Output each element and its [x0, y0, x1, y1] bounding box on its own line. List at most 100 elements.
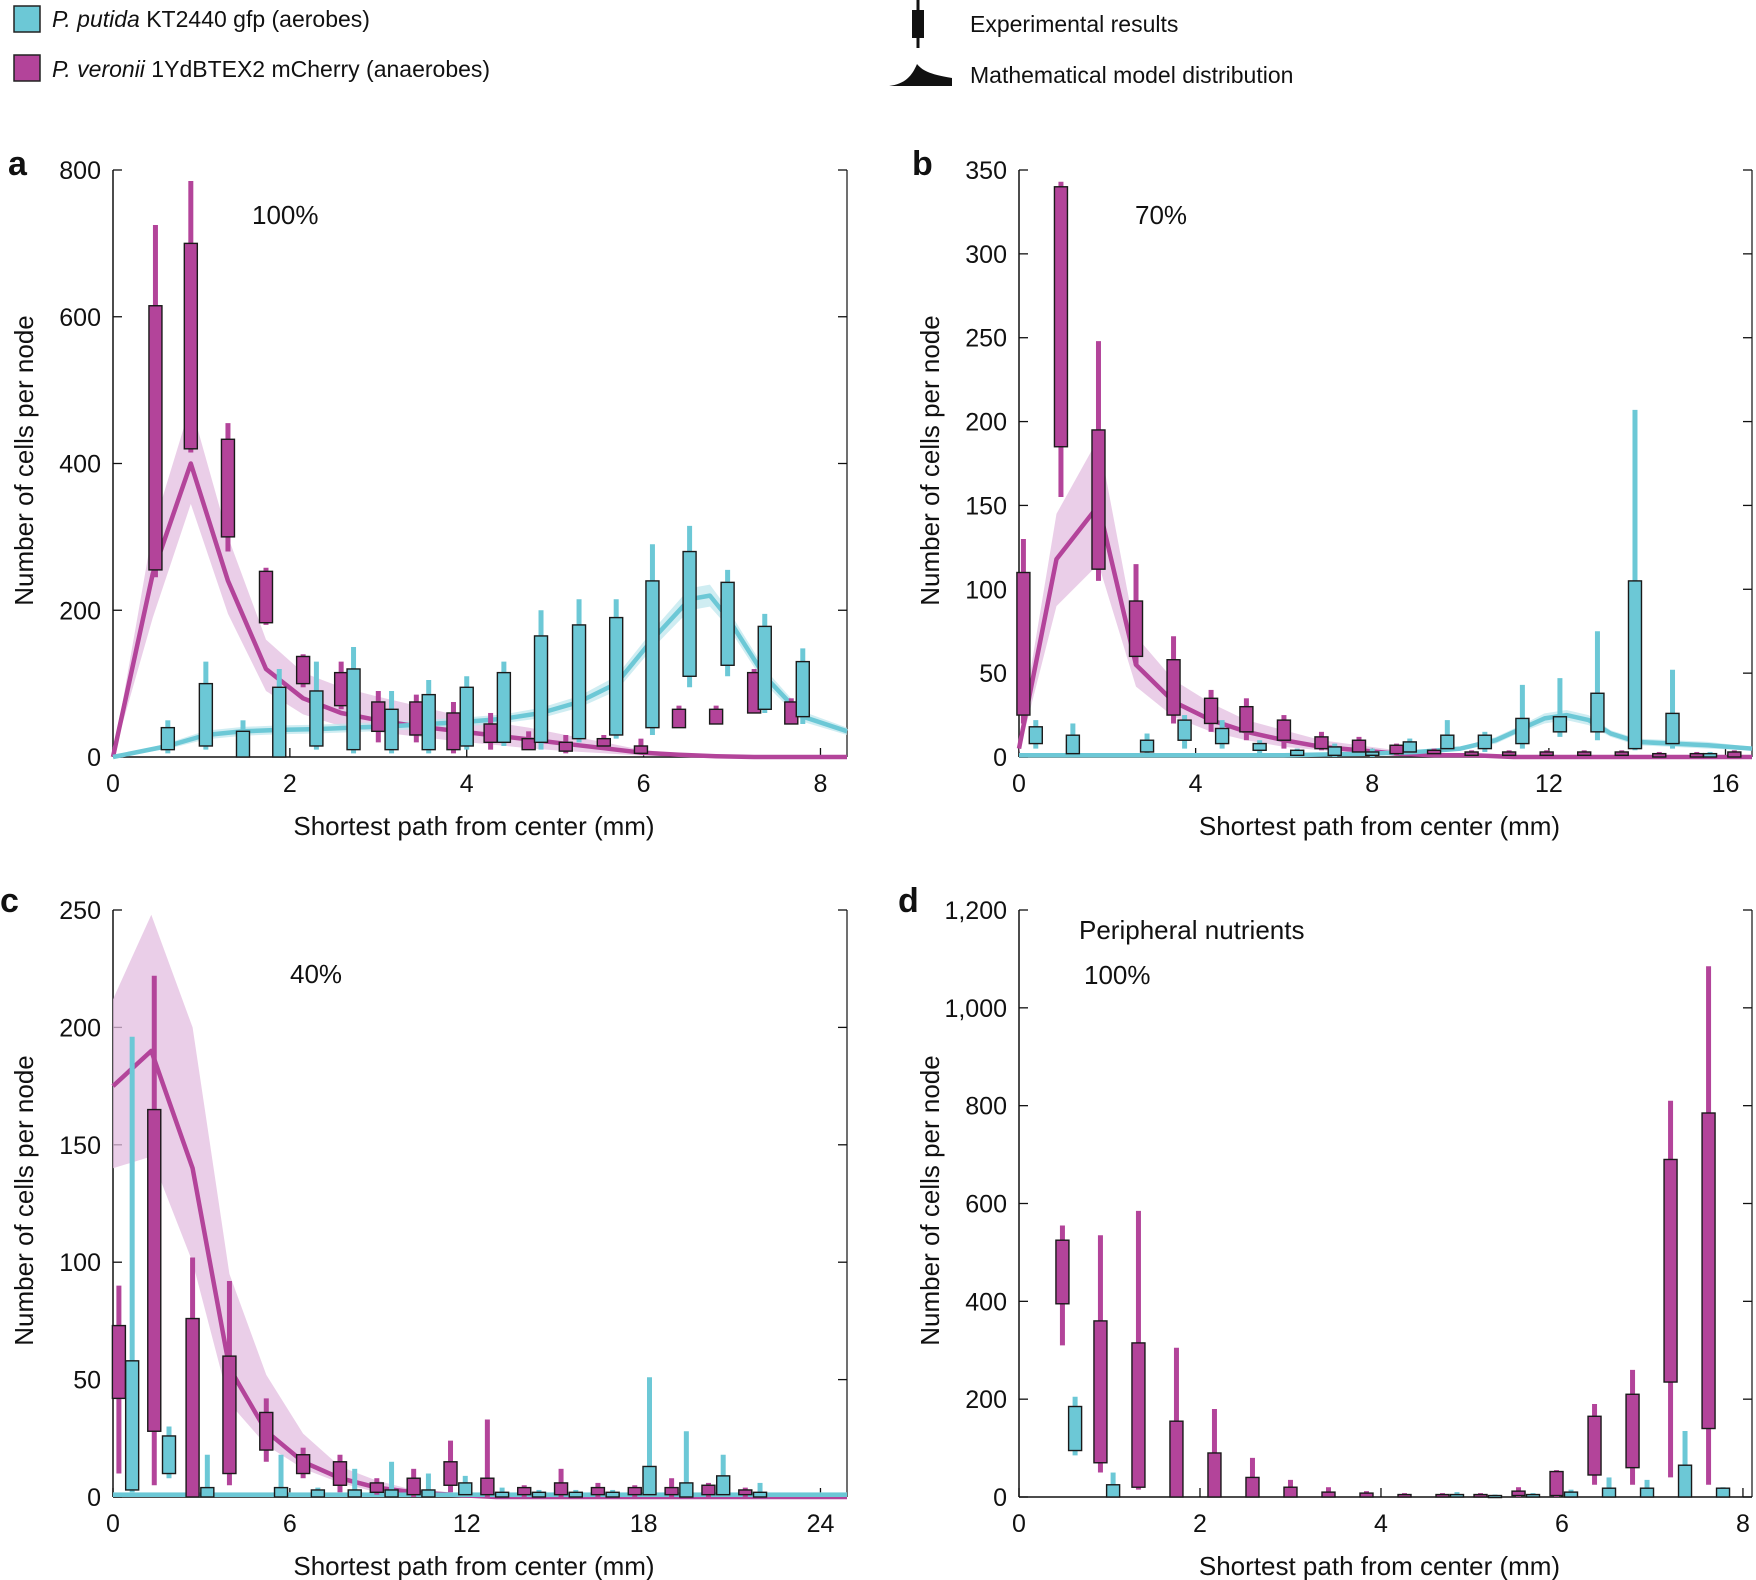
y-tick-label: 1,200 — [944, 897, 1007, 925]
legend-aerobe-label: P. putida KT2440 gfp (aerobes) — [52, 6, 370, 32]
panel-c-letter: c — [0, 882, 19, 920]
box-aerobe — [496, 671, 512, 744]
x-axis-label: Shortest path from center (mm) — [293, 1551, 654, 1580]
box-aerobe — [568, 1491, 584, 1498]
box-anaerobe — [333, 671, 349, 707]
box-anaerobe — [671, 708, 687, 729]
box-aerobe — [1665, 712, 1680, 745]
box-aerobe — [421, 1489, 436, 1498]
box-aerobe — [531, 1491, 547, 1498]
box-anaerobe — [1727, 751, 1742, 758]
box-aerobe — [235, 730, 251, 758]
box-anaerobe — [1055, 1239, 1070, 1305]
box-anaerobe — [1359, 1492, 1374, 1498]
box-anaerobe — [1464, 751, 1479, 757]
y-tick-label: 0 — [87, 744, 101, 772]
panel-annotation: Peripheral nutrients — [1079, 915, 1304, 945]
panel-annotation: 70% — [1135, 200, 1187, 230]
box-aerobe — [1028, 726, 1043, 745]
box-aerobe — [1365, 751, 1380, 757]
box-aerobe — [1601, 1487, 1617, 1498]
box-aerobe — [1252, 742, 1267, 751]
box-anaerobe — [443, 1461, 458, 1486]
box-aerobe — [347, 1489, 362, 1498]
y-tick-label: 250 — [965, 325, 1007, 353]
box-anaerobe — [664, 1486, 679, 1496]
y-tick-label: 300 — [965, 241, 1007, 269]
x-tick-label: 0 — [106, 770, 120, 798]
y-tick-label: 100 — [965, 576, 1007, 604]
y-tick-label: 350 — [965, 157, 1007, 185]
box-anaerobe — [1203, 697, 1219, 725]
x-tick-label: 6 — [637, 770, 651, 798]
x-tick-label: 6 — [283, 1510, 297, 1538]
box-aerobe — [1639, 1487, 1655, 1498]
x-tick-label: 8 — [1736, 1510, 1750, 1538]
legend-aerobe-swatch — [13, 5, 41, 33]
box-anaerobe — [1539, 751, 1554, 757]
box-aerobe — [273, 1486, 289, 1498]
box-aerobe — [720, 581, 735, 666]
box-anaerobe — [185, 1317, 200, 1498]
box-anaerobe — [148, 305, 163, 571]
box-aerobe — [605, 1491, 620, 1498]
x-tick-label: 0 — [1012, 1510, 1026, 1538]
box-aerobe — [1105, 1484, 1121, 1498]
box-anaerobe — [1577, 751, 1592, 757]
box-aerobe — [1487, 1494, 1503, 1499]
x-axis-label: Shortest path from center (mm) — [293, 811, 654, 841]
box-aerobe — [160, 726, 176, 751]
box-aerobe — [1139, 739, 1155, 753]
box-anaerobe — [111, 1324, 127, 1400]
box-aerobe — [1590, 692, 1605, 733]
box-anaerobe — [1131, 1342, 1146, 1488]
y-axis-label: Number of cells per node — [9, 1055, 39, 1345]
box-aerobe — [161, 1435, 177, 1475]
box-anaerobe — [1511, 1490, 1526, 1497]
box-aerobe — [1563, 1491, 1579, 1498]
panel-c-chart: 0 50 100 150 200 250 0 6 12 18 24 Shortest path fro… — [9, 897, 848, 1580]
x-tick-label: 16 — [1712, 770, 1740, 798]
y-tick-label: 200 — [59, 1014, 101, 1042]
box-anaerobe — [1549, 1470, 1564, 1497]
box-aerobe — [346, 668, 361, 751]
box-aerobe — [124, 1360, 140, 1491]
y-tick-label: 150 — [965, 492, 1007, 520]
box-anaerobe — [258, 570, 274, 624]
box-aerobe — [752, 1491, 768, 1498]
box-anaerobe — [1587, 1415, 1602, 1476]
box-anaerobe — [1245, 1476, 1260, 1498]
legend: P. putida KT2440 gfp (aerobes) P. veroni… — [13, 0, 1293, 88]
box-anaerobe — [446, 712, 461, 751]
box-aerobe — [1067, 1405, 1083, 1452]
box-anaerobe — [1652, 752, 1667, 758]
box-aerobe — [1177, 719, 1192, 741]
box-anaerobe — [1276, 719, 1292, 741]
x-axis-label: Shortest path from center (mm) — [1199, 811, 1560, 841]
box-anaerobe — [1314, 736, 1329, 750]
y-tick-label: 200 — [59, 597, 101, 625]
x-tick-label: 2 — [283, 770, 297, 798]
box-anaerobe — [1501, 751, 1517, 757]
box-anaerobe — [521, 737, 536, 751]
panel-a-letter: a — [8, 145, 28, 183]
box-anaerobe — [517, 1486, 532, 1496]
y-tick-label: 600 — [59, 304, 101, 332]
box-anaerobe — [1435, 1493, 1450, 1498]
box-anaerobe — [1397, 1493, 1412, 1498]
box-anaerobe — [1053, 186, 1069, 448]
box-anaerobe — [553, 1482, 569, 1496]
box-anaerobe — [369, 1482, 385, 1494]
box-anaerobe — [596, 737, 612, 747]
box-aerobe — [682, 550, 697, 677]
box-aerobe — [384, 1489, 399, 1498]
box-aerobe — [642, 1465, 657, 1496]
panel-b-letter: b — [912, 145, 933, 183]
box-anaerobe — [627, 1486, 642, 1496]
x-tick-label: 8 — [814, 770, 828, 798]
box-aerobe — [458, 1482, 473, 1496]
y-tick-label: 1,000 — [944, 995, 1007, 1023]
box-aerobe — [679, 1482, 694, 1498]
y-tick-label: 400 — [59, 451, 101, 479]
box-anaerobe — [1614, 751, 1629, 757]
